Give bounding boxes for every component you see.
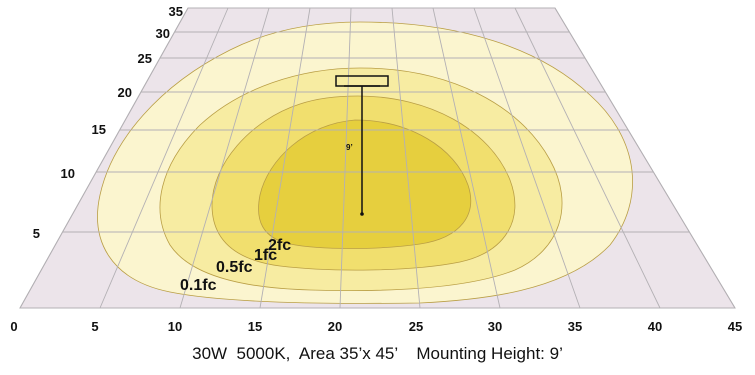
y-tick-20: 20 [118,85,132,100]
grid-lines [19,7,736,309]
x-tick-5: 5 [91,319,98,334]
y-tick-10: 10 [61,166,75,181]
x-tick-40: 40 [648,319,662,334]
fixture-base [360,212,364,216]
y-tick-25: 25 [138,51,152,66]
mounting-height-label: 9’ [346,143,353,152]
x-tick-0: 0 [10,319,17,334]
diagram-caption: 30W 5000K, Area 35’x 45’ Mounting Height… [192,344,563,363]
y-tick-35: 35 [169,4,183,19]
x-tick-25: 25 [409,319,423,334]
contour-2fc [258,119,472,249]
x-tick-30: 30 [488,319,502,334]
y-tick-30: 30 [156,26,170,41]
contour-label-2fc: 2fc [268,237,291,254]
x-tick-10: 10 [168,319,182,334]
contour-label-0-1fc: 0.1fc [180,277,217,294]
contour-label-1fc: 1fc [254,247,277,264]
x-tick-35: 35 [568,319,582,334]
x-tick-45: 45 [728,319,742,334]
y-tick-15: 15 [92,122,106,137]
contour-label-0-5fc: 0.5fc [216,259,253,276]
x-tick-15: 15 [248,319,262,334]
x-tick-20: 20 [328,319,342,334]
y-tick-5: 5 [33,226,40,241]
